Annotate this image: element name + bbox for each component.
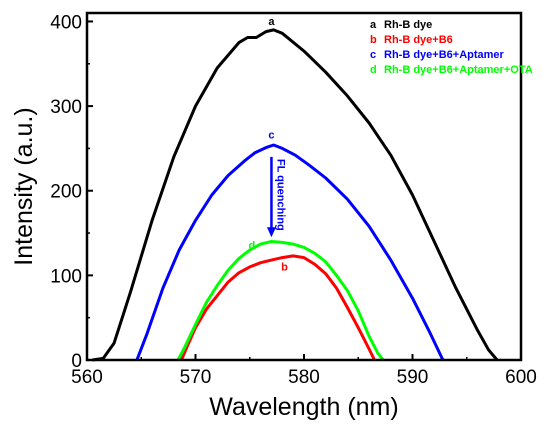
y-tick-label-400: 400: [50, 12, 82, 33]
x-tick-label-600: 600: [505, 367, 537, 388]
series-line-a: [92, 28, 499, 362]
series-line-d: [176, 240, 385, 361]
y-tick-label-200: 200: [50, 182, 82, 203]
legend: a Rh-B dye b Rh-B dye+B6 c Rh-B dye+B6+Aptame…: [370, 19, 533, 76]
x-tick-label-560: 560: [71, 367, 103, 388]
y-tick-label-300: 300: [50, 97, 82, 118]
x-tick-label-590: 590: [397, 367, 429, 388]
y-axis-title: Intensity (a.u.): [10, 107, 38, 265]
series-line-c: [135, 143, 445, 361]
x-axis-title: Wavelength (nm): [209, 393, 398, 421]
legend-key-d: d: [370, 64, 377, 76]
legend-entry-c: Rh-B dye+B6+Aptamer: [384, 49, 505, 61]
x-tick-label-570: 570: [180, 367, 212, 388]
y-tick-label-0: 0: [71, 351, 82, 372]
x-tick-label-580: 580: [288, 367, 320, 388]
ticks: 560 570 580 590 600 0 100 200 300 400: [50, 12, 537, 388]
curve-label-a: a: [268, 16, 275, 28]
y-tick-label-100: 100: [50, 266, 82, 287]
legend-entry-a: Rh-B dye: [384, 19, 432, 31]
curve-label-c: c: [268, 129, 274, 141]
legend-key-a: a: [370, 19, 377, 31]
legend-entry-d: Rh-B dye+B6+Aptamer+OTA: [384, 64, 533, 76]
legend-entry-b: Rh-B dye+B6: [384, 34, 453, 46]
legend-key-b: b: [370, 34, 377, 46]
quenching-arrow-head: [266, 227, 276, 238]
curve-label-b: b: [281, 261, 288, 273]
curve-label-d: d: [249, 240, 256, 252]
legend-key-c: c: [370, 49, 376, 61]
curves: [92, 28, 499, 362]
quenching-label: FL quenching: [274, 159, 286, 231]
series-line-b: [180, 254, 376, 361]
quenching-annotation: FL quenching: [266, 156, 286, 238]
curve-labels: a b c d: [249, 16, 289, 273]
